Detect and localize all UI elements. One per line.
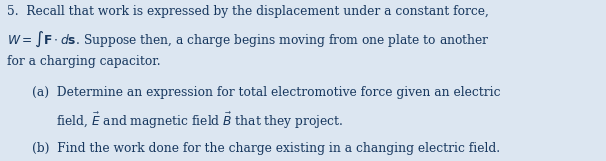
Text: field, $\vec{E}$ and magnetic field $\vec{B}$ that they project.: field, $\vec{E}$ and magnetic field $\ve… — [56, 111, 343, 131]
Text: (a)  Determine an expression for total electromotive force given an electric: (a) Determine an expression for total el… — [32, 86, 500, 99]
Text: for a charging capacitor.: for a charging capacitor. — [7, 55, 161, 68]
Text: (b)  Find the work done for the charge existing in a changing electric field.: (b) Find the work done for the charge ex… — [32, 142, 499, 155]
Text: $W = \int \mathbf{F} \cdot d\mathbf{s}$. Suppose then, a charge begins moving fr: $W = \int \mathbf{F} \cdot d\mathbf{s}$.… — [7, 30, 490, 49]
Text: 5.  Recall that work is expressed by the displacement under a constant force,: 5. Recall that work is expressed by the … — [7, 5, 489, 18]
